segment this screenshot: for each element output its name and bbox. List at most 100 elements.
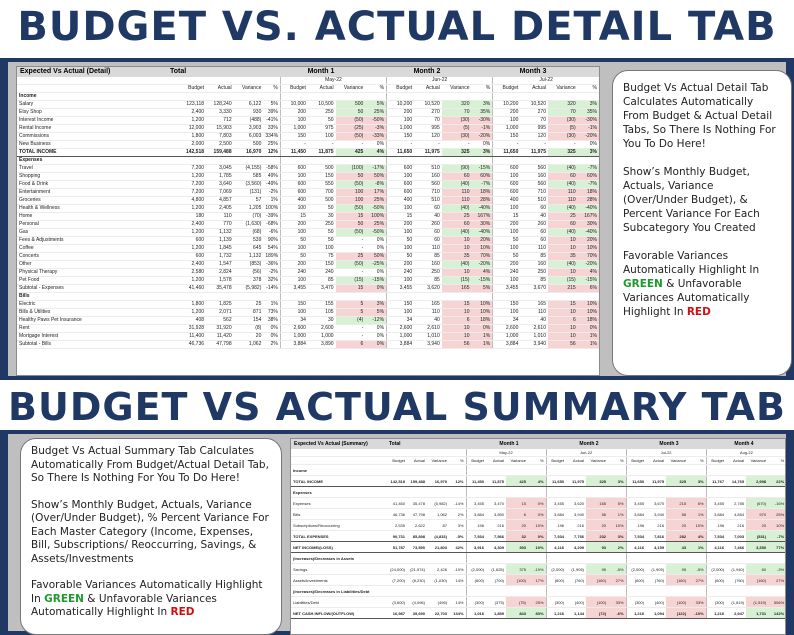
row-label: Income: [17, 92, 179, 101]
table-cell: 25%: [365, 108, 387, 117]
table-cell: 11,650: [625, 475, 647, 487]
table-cell: 3%: [577, 100, 599, 109]
table-cell: -5%: [608, 563, 627, 575]
table-cell: [646, 464, 667, 476]
table-cell: 34: [386, 316, 415, 325]
table-cell: 11,975: [520, 148, 548, 157]
table-cell: [414, 292, 442, 301]
table-cell: 15: [506, 497, 528, 509]
table-cell: 85: [520, 276, 548, 285]
table-cell: 0%: [528, 508, 547, 520]
table-cell: 50: [386, 252, 415, 261]
table-cell: -50%: [365, 228, 387, 237]
table-cell: 1,800: [178, 300, 207, 309]
table-cell: 10%: [471, 300, 493, 309]
table-cell: [528, 464, 547, 476]
table-cell: 0%: [365, 236, 387, 245]
table-cell: (100): [586, 596, 609, 608]
table-row: Home 180 110 (70) -39% 15 30 15 100% 15 40 25 167% 15…: [17, 212, 599, 221]
table-cell: 39,690: [407, 607, 427, 619]
table-cell: 1,200: [178, 276, 207, 285]
table-cell: 70: [441, 108, 472, 117]
table-cell: 3%: [449, 519, 466, 531]
table-cell: 15: [386, 212, 415, 221]
table-cell: [746, 464, 769, 476]
table-cell: 10%: [577, 244, 599, 253]
table-cell: [335, 292, 366, 301]
table-cell: 2,426: [427, 563, 449, 575]
table-cell: [492, 92, 521, 101]
table-cell: 216: [486, 519, 506, 531]
table-cell: -36%: [263, 260, 281, 269]
table-cell: (100): [335, 164, 366, 173]
detail-tab-panel: Expected Vs Actual (Detail) Total Month 1 M…: [8, 62, 792, 376]
table-cell: 100: [279, 244, 308, 253]
column-header: Actual: [407, 456, 427, 465]
table-cell: [449, 552, 466, 564]
table-cell: 70: [414, 116, 442, 125]
table-cell: 70%: [577, 252, 599, 261]
table-cell: 110: [414, 308, 442, 317]
column-header: Actual: [726, 456, 747, 465]
table-cell: -6%: [263, 228, 281, 237]
table-cell: (40): [441, 228, 472, 237]
table-row: Groceries 4,800 4,857 57 1% 400 500 100 25% 400 51…: [17, 196, 599, 205]
table-cell: 134%: [449, 607, 466, 619]
table-cell: 995: [414, 124, 442, 133]
table-cell: 100: [279, 116, 308, 125]
table-cell: [586, 464, 609, 476]
month-date: Jul-22: [625, 449, 707, 457]
row-label: Personal: [17, 220, 179, 229]
table-cell: 500: [307, 164, 336, 173]
table-cell: [688, 486, 707, 498]
table-cell: 10%: [471, 244, 493, 253]
table-cell: [646, 486, 667, 498]
table-cell: 1,200: [178, 244, 207, 253]
table-cell: (300): [465, 596, 486, 608]
table-cell: 11,975: [646, 475, 667, 487]
table-row: Liabilities/Debt (3,600) (4,096) (496) 14% (3…: [291, 596, 785, 608]
table-cell: 600: [178, 236, 207, 245]
table-row: Etsy Shop 2,400 3,330 930 39% 200 250 50 25% 200 2…: [17, 108, 599, 117]
month-date: Jul-22: [492, 77, 599, 85]
table-cell: 2,400: [178, 108, 207, 117]
table-cell: (68): [233, 228, 264, 237]
row-label: Subtotal - Bills: [17, 340, 179, 349]
table-cell: 56: [586, 508, 609, 520]
table-cell: 196: [465, 519, 486, 531]
table-cell: 150: [279, 132, 308, 141]
table-cell: (5): [547, 124, 578, 133]
table-cell: (5): [441, 124, 472, 133]
table-cell: 11,975: [414, 148, 442, 157]
row-label: Subtotal - Expenses: [17, 284, 179, 293]
table-cell: 215: [666, 497, 689, 509]
table-cell: 150: [307, 260, 336, 269]
table-cell: 216: [566, 519, 587, 531]
column-header: Variance: [666, 456, 689, 465]
table-cell: [335, 92, 366, 101]
table-cell: 7,534: [465, 530, 486, 542]
table-cell: 10,200: [492, 100, 521, 109]
table-cell: 3,670: [520, 284, 548, 293]
table-cell: (100): [666, 596, 689, 608]
table-cell: [566, 585, 587, 597]
table-cell: 18%: [471, 188, 493, 197]
table-cell: 600: [279, 164, 308, 173]
table-cell: 33%: [608, 596, 627, 608]
table-cell: (131): [233, 188, 264, 197]
table-cell: 10: [441, 332, 472, 341]
table-cell: 7,534: [625, 530, 647, 542]
table-cell: -1%: [471, 124, 493, 133]
table-cell: (50): [335, 204, 366, 213]
table-cell: -5%: [688, 563, 707, 575]
table-cell: 3,455: [705, 497, 727, 509]
table-cell: [233, 292, 264, 301]
row-label: Healthy Paws Pet Insurance: [17, 316, 179, 325]
table-cell: 4,159: [646, 541, 667, 553]
table-cell: 3,620: [566, 497, 587, 509]
table-cell: 510: [520, 196, 548, 205]
table-cell: 15: [492, 212, 521, 221]
table-cell: 1,062: [233, 340, 264, 349]
table-cell: 2,998: [746, 475, 769, 487]
table-cell: (2,000): [465, 563, 486, 575]
